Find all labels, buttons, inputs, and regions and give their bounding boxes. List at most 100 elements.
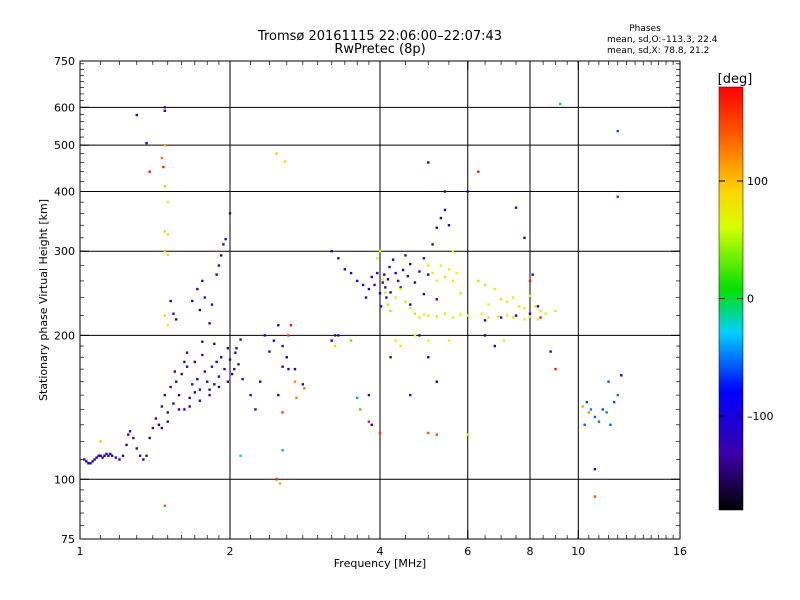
data-point: [87, 462, 90, 465]
data-point: [163, 393, 167, 397]
data-point: [210, 365, 214, 368]
data-point: [275, 478, 278, 481]
data-point: [208, 388, 211, 391]
data-point: [394, 339, 397, 342]
data-point: [367, 420, 371, 423]
data-point: [370, 423, 373, 427]
data-point: [477, 170, 480, 173]
data-point: [83, 458, 86, 461]
data-point: [169, 299, 172, 303]
data-point: [466, 433, 469, 436]
data-point: [435, 315, 438, 318]
data-point: [523, 318, 526, 321]
data-point: [511, 296, 515, 299]
data-point: [528, 312, 532, 315]
data-point: [213, 342, 216, 346]
data-point: [263, 334, 267, 337]
data-point: [163, 109, 167, 113]
data-point: [196, 287, 199, 291]
data-point: [160, 405, 164, 408]
data-point: [399, 287, 402, 291]
data-point: [333, 344, 337, 348]
data-point: [435, 433, 438, 436]
data-point: [118, 458, 121, 461]
data-point: [175, 380, 178, 383]
data-point: [239, 338, 242, 341]
data-point: [593, 415, 597, 419]
data-point: [277, 324, 280, 327]
data-point: [234, 351, 237, 354]
data-point: [241, 377, 244, 381]
data-point: [404, 254, 407, 257]
data-point: [605, 411, 608, 414]
data-point: [427, 339, 430, 342]
data-point: [166, 324, 169, 327]
data-point: [554, 309, 557, 313]
data-point: [166, 253, 169, 256]
data-point: [616, 129, 619, 133]
data-point: [132, 436, 135, 440]
data-point: [208, 322, 211, 325]
data-point: [135, 447, 138, 450]
data-point: [439, 216, 443, 220]
data-point: [493, 344, 497, 348]
data-point: [534, 305, 537, 308]
data-point: [427, 314, 430, 317]
data-point: [477, 279, 480, 283]
data-point: [413, 312, 417, 315]
data-point: [406, 274, 410, 278]
data-point: [228, 358, 232, 361]
data-point: [163, 504, 167, 508]
data-point: [511, 316, 515, 319]
data-point: [585, 400, 588, 404]
data-point: [166, 233, 169, 236]
data-point: [185, 351, 189, 354]
data-point: [249, 393, 252, 397]
data-point: [226, 347, 230, 350]
data-point: [381, 281, 384, 284]
data-point: [105, 452, 108, 456]
data-point: [399, 344, 402, 348]
data-point: [378, 250, 382, 253]
y-tick-label: 200: [54, 329, 75, 342]
data-point: [103, 454, 106, 457]
data-point: [386, 278, 390, 281]
data-point: [376, 271, 379, 275]
data-point: [514, 314, 518, 317]
data-point: [343, 268, 347, 271]
data-point: [409, 303, 412, 306]
data-point: [358, 408, 362, 411]
data-point: [549, 350, 552, 353]
data-point: [455, 271, 458, 275]
data-point: [514, 206, 518, 209]
data-point: [427, 264, 430, 267]
data-point: [254, 408, 257, 411]
data-point: [384, 286, 387, 289]
data-point: [418, 270, 421, 273]
data-point: [384, 291, 387, 294]
chart-subtitle: RwPretec (8p): [334, 42, 425, 57]
data-point: [180, 372, 183, 376]
data-point: [177, 393, 181, 397]
data-point: [612, 400, 616, 404]
data-point: [337, 334, 340, 337]
data-point: [283, 160, 287, 163]
data-point: [301, 383, 305, 386]
data-point: [287, 367, 290, 371]
data-point: [451, 250, 455, 253]
colorbar-tick-label: –100: [747, 410, 774, 423]
y-tick-label: 300: [54, 245, 75, 258]
data-point: [183, 360, 186, 364]
data-point: [383, 273, 386, 276]
data-point: [281, 365, 284, 368]
data-point: [427, 161, 430, 164]
data-point: [367, 287, 371, 291]
data-point: [217, 264, 221, 267]
data-point: [381, 278, 384, 281]
data-point: [499, 316, 503, 319]
data-point: [487, 316, 490, 319]
data-point: [223, 367, 226, 371]
data-point: [142, 458, 145, 461]
data-point: [435, 298, 438, 301]
data-point: [396, 279, 400, 283]
